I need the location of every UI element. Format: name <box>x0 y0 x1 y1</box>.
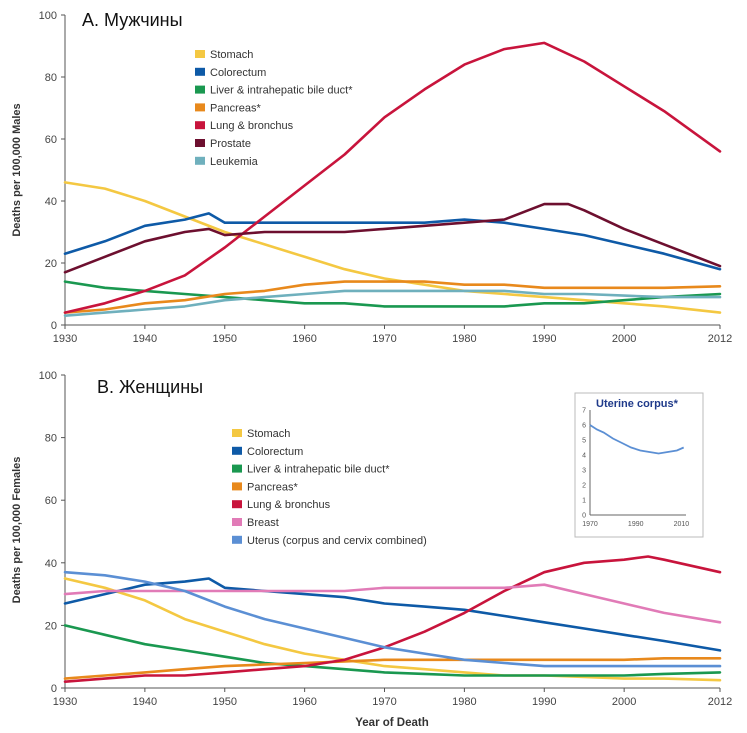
legend: Stomach Colorectum Liver & intrahepatic bi… <box>195 49 353 168</box>
inset-x-tick-label: 2010 <box>674 521 690 528</box>
legend-label: Prostate <box>210 138 251 150</box>
legend-label: Stomach <box>210 49 253 61</box>
inset-y-tick-label: 5 <box>582 438 586 445</box>
series-line-4 <box>63 555 722 683</box>
legend-swatch <box>232 518 242 526</box>
legend-swatch <box>232 429 242 437</box>
series-line-5 <box>63 202 722 274</box>
x-tick-label: 1960 <box>292 696 316 708</box>
y-tick-label: 100 <box>39 10 57 22</box>
x-tick-label: 1940 <box>133 696 157 708</box>
legend-label: Lung & bronchus <box>247 499 331 511</box>
series-line-5 <box>63 583 722 624</box>
panel-males: 0 20 40 60 80 100 1930 1940 1950 1960 1970 1980 1990… <box>11 10 732 345</box>
y-tick-label: 0 <box>51 320 57 332</box>
inset-y-tick-label: 7 <box>582 408 586 415</box>
panel-title: А. Мужчины <box>82 10 183 30</box>
series-line-3 <box>63 657 722 680</box>
legend-label: Uterus (corpus and cervix combined) <box>247 535 427 547</box>
x-tick-label: 2012 <box>708 333 732 345</box>
x-tick-label: 1970 <box>372 333 396 345</box>
legend-label: Colorectum <box>247 446 303 458</box>
y-tick-label: 20 <box>45 620 57 632</box>
x-tick-label: 1980 <box>452 333 476 345</box>
series-line-2 <box>63 624 722 677</box>
inset-x-tick-label: 1990 <box>628 521 644 528</box>
legend-label: Leukemia <box>210 156 259 168</box>
legend-label: Colorectum <box>210 67 266 79</box>
y-tick-label: 60 <box>45 495 57 507</box>
y-tick-label: 40 <box>45 558 57 570</box>
x-tick-label: 1990 <box>532 333 556 345</box>
y-tick-label: 60 <box>45 134 57 146</box>
x-tick-label: 1950 <box>213 333 237 345</box>
x-tick-label: 1930 <box>53 696 77 708</box>
inset-y-tick-label: 6 <box>582 423 586 430</box>
legend-swatch <box>232 535 242 544</box>
series-line-1 <box>63 212 722 271</box>
x-tick-label: 1960 <box>292 333 316 345</box>
series-line-4 <box>63 41 722 314</box>
legend-label: Lung & bronchus <box>210 120 294 132</box>
inset-frame <box>574 392 704 538</box>
series-line-0 <box>63 577 722 682</box>
series-line-3 <box>63 280 722 314</box>
legend-label: Pancreas* <box>247 481 298 493</box>
series-line-2 <box>63 280 722 308</box>
legend-swatch <box>195 103 205 112</box>
x-tick-label: 1990 <box>532 696 556 708</box>
legend-swatch <box>232 500 242 509</box>
legend-swatch <box>232 446 242 455</box>
legend-label: Liver & intrahepatic bile duct* <box>247 464 390 476</box>
x-tick-label: 1980 <box>452 696 476 708</box>
x-tick-label: 1940 <box>133 333 157 345</box>
x-tick-label: 1950 <box>213 696 237 708</box>
inset-series-line <box>589 424 685 455</box>
inset-y-tick-label: 3 <box>582 468 586 475</box>
legend-swatch <box>195 67 205 76</box>
series-line-6 <box>63 289 722 317</box>
series-line-1 <box>63 577 722 652</box>
legend-swatch <box>195 121 205 130</box>
y-tick-label: 80 <box>45 433 57 445</box>
x-axis-label: Year of Death <box>355 717 429 729</box>
y-tick-label: 20 <box>45 258 57 270</box>
legend-swatch <box>195 139 205 147</box>
legend: Stomach Colorectum Liver & intrahepatic bi… <box>232 428 427 547</box>
legend-label: Breast <box>247 517 279 529</box>
x-tick-label: 2012 <box>708 696 732 708</box>
legend-swatch <box>232 482 242 491</box>
panel-title: В. Женщины <box>97 377 203 397</box>
legend-swatch <box>195 156 205 165</box>
inset-x-tick-label: 1970 <box>582 521 598 528</box>
inset-uterine-corpus: Uterine corpus* 0 1 2 3 4 5 6 7 1970 1990 2010 <box>574 392 704 538</box>
inset-y-tick-label: 0 <box>582 513 586 520</box>
inset-title: Uterine corpus* <box>596 398 679 410</box>
y-tick-label: 0 <box>51 683 57 695</box>
inset-y-tick-label: 1 <box>582 498 586 505</box>
series-line-6 <box>63 570 722 668</box>
inset-y-tick-label: 2 <box>582 483 586 490</box>
y-axis-label: Deaths per 100,000 Males <box>11 103 23 236</box>
y-tick-label: 80 <box>45 72 57 84</box>
x-tick-label: 1930 <box>53 333 77 345</box>
y-tick-label: 100 <box>39 370 57 382</box>
legend-label: Pancreas* <box>210 102 261 114</box>
x-tick-label: 2000 <box>612 696 636 708</box>
y-tick-label: 40 <box>45 196 57 208</box>
x-tick-label: 1970 <box>372 696 396 708</box>
legend-swatch <box>195 50 205 58</box>
legend-label: Liver & intrahepatic bile duct* <box>210 85 353 97</box>
inset-y-tick-label: 4 <box>582 453 586 460</box>
legend-swatch <box>195 85 205 94</box>
x-tick-label: 2000 <box>612 333 636 345</box>
y-axis-label: Deaths per 100,000 Females <box>11 457 23 604</box>
legend-label: Stomach <box>247 428 290 440</box>
legend-swatch <box>232 464 242 473</box>
